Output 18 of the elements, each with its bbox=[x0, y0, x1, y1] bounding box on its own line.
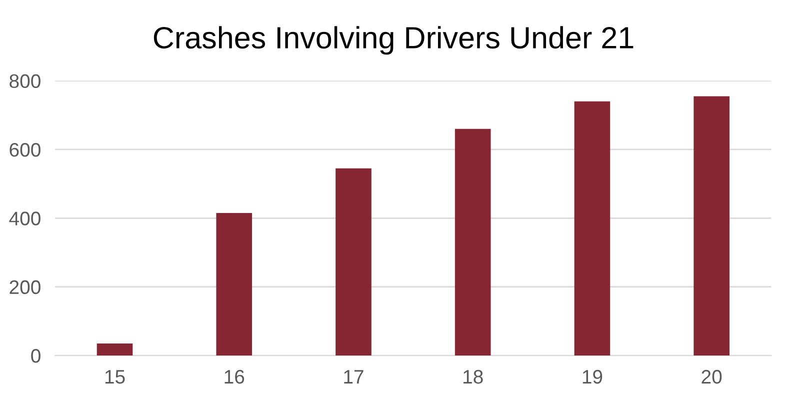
bar bbox=[454, 128, 491, 356]
x-tick-label: 17 bbox=[344, 370, 364, 384]
y-tick-label: 600 bbox=[10, 142, 40, 157]
y-tick-label: 200 bbox=[10, 280, 40, 294]
bar bbox=[96, 344, 133, 356]
x-tick-label: 19 bbox=[582, 370, 602, 384]
x-tick-label: 16 bbox=[224, 370, 244, 384]
chart-title: Crashes Involving Drivers Under 21 bbox=[154, 26, 634, 55]
x-tick-label: 20 bbox=[702, 370, 722, 384]
x-tick-label: 15 bbox=[105, 370, 125, 384]
bar bbox=[694, 96, 730, 356]
y-tick-label: 400 bbox=[9, 212, 40, 226]
y-tick-label: 800 bbox=[10, 74, 40, 88]
bar bbox=[574, 101, 610, 356]
bar bbox=[336, 168, 372, 356]
bar bbox=[216, 213, 252, 356]
y-tick-label: 0 bbox=[31, 348, 40, 363]
x-tick-label: 18 bbox=[464, 370, 483, 384]
